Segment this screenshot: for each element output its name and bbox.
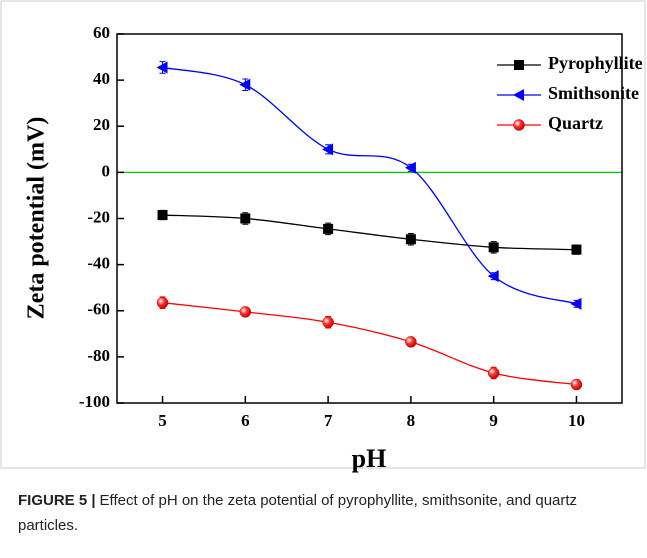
y-tick-label: -40: [87, 254, 110, 273]
caption: FIGURE 5 | Effect of pH on the zeta poten…: [18, 488, 608, 538]
y-tick-label: -80: [87, 346, 110, 365]
legend-marker: [513, 119, 525, 131]
legend-label: Pyrophyllite: [548, 53, 643, 73]
legend-marker: [513, 89, 524, 101]
data-point: [487, 270, 499, 283]
caption-label: FIGURE 5 |: [18, 492, 96, 509]
legend-label: Quartz: [548, 113, 603, 133]
data-point: [570, 378, 583, 391]
data-point: [487, 367, 500, 379]
plot-frame: [116, 33, 623, 404]
y-tick-label: 40: [93, 69, 110, 88]
y-tick-label: -60: [87, 300, 110, 319]
data-point: [322, 143, 334, 156]
data-point: [405, 234, 416, 245]
series-line: [162, 66, 577, 305]
data-point: [322, 316, 334, 329]
data-point: [488, 242, 499, 253]
x-tick-label: 8: [407, 411, 416, 430]
data-point: [157, 210, 168, 221]
data-point: [156, 296, 169, 309]
series-line: [162, 214, 577, 251]
data-point: [571, 244, 582, 255]
series-line: [162, 302, 577, 386]
data-point: [156, 61, 168, 74]
x-tick-label: 6: [241, 411, 250, 430]
x-tick-label: 9: [489, 411, 498, 430]
x-tick-label: 10: [568, 411, 585, 430]
data-point: [240, 213, 251, 224]
x-tick-label: 7: [324, 411, 333, 430]
y-tick-label: -100: [79, 392, 110, 411]
data-point: [239, 306, 252, 318]
x-axis-label: pH: [352, 444, 387, 473]
y-tick-label: -20: [87, 207, 110, 226]
data-point: [570, 297, 582, 310]
data-point: [239, 78, 251, 91]
x-tick-label: 5: [158, 411, 167, 430]
figure-frame: [0, 0, 646, 469]
data-point: [405, 336, 417, 348]
y-tick-label: 60: [93, 23, 110, 42]
legend-label: Smithsonite: [548, 83, 639, 103]
caption-text: Effect of pH on the zeta potential of py…: [18, 492, 578, 534]
y-tick-label: 20: [93, 115, 110, 134]
chart: Zeta potential (mV) pH -100 -80 -60 -40 -20 0…: [0, 0, 646, 473]
y-axis-label: Zeta potential (mV): [24, 117, 50, 320]
data-point: [323, 223, 334, 234]
y-tick-label: 0: [102, 161, 111, 180]
data-point: [404, 161, 416, 174]
legend-marker: [514, 60, 524, 70]
